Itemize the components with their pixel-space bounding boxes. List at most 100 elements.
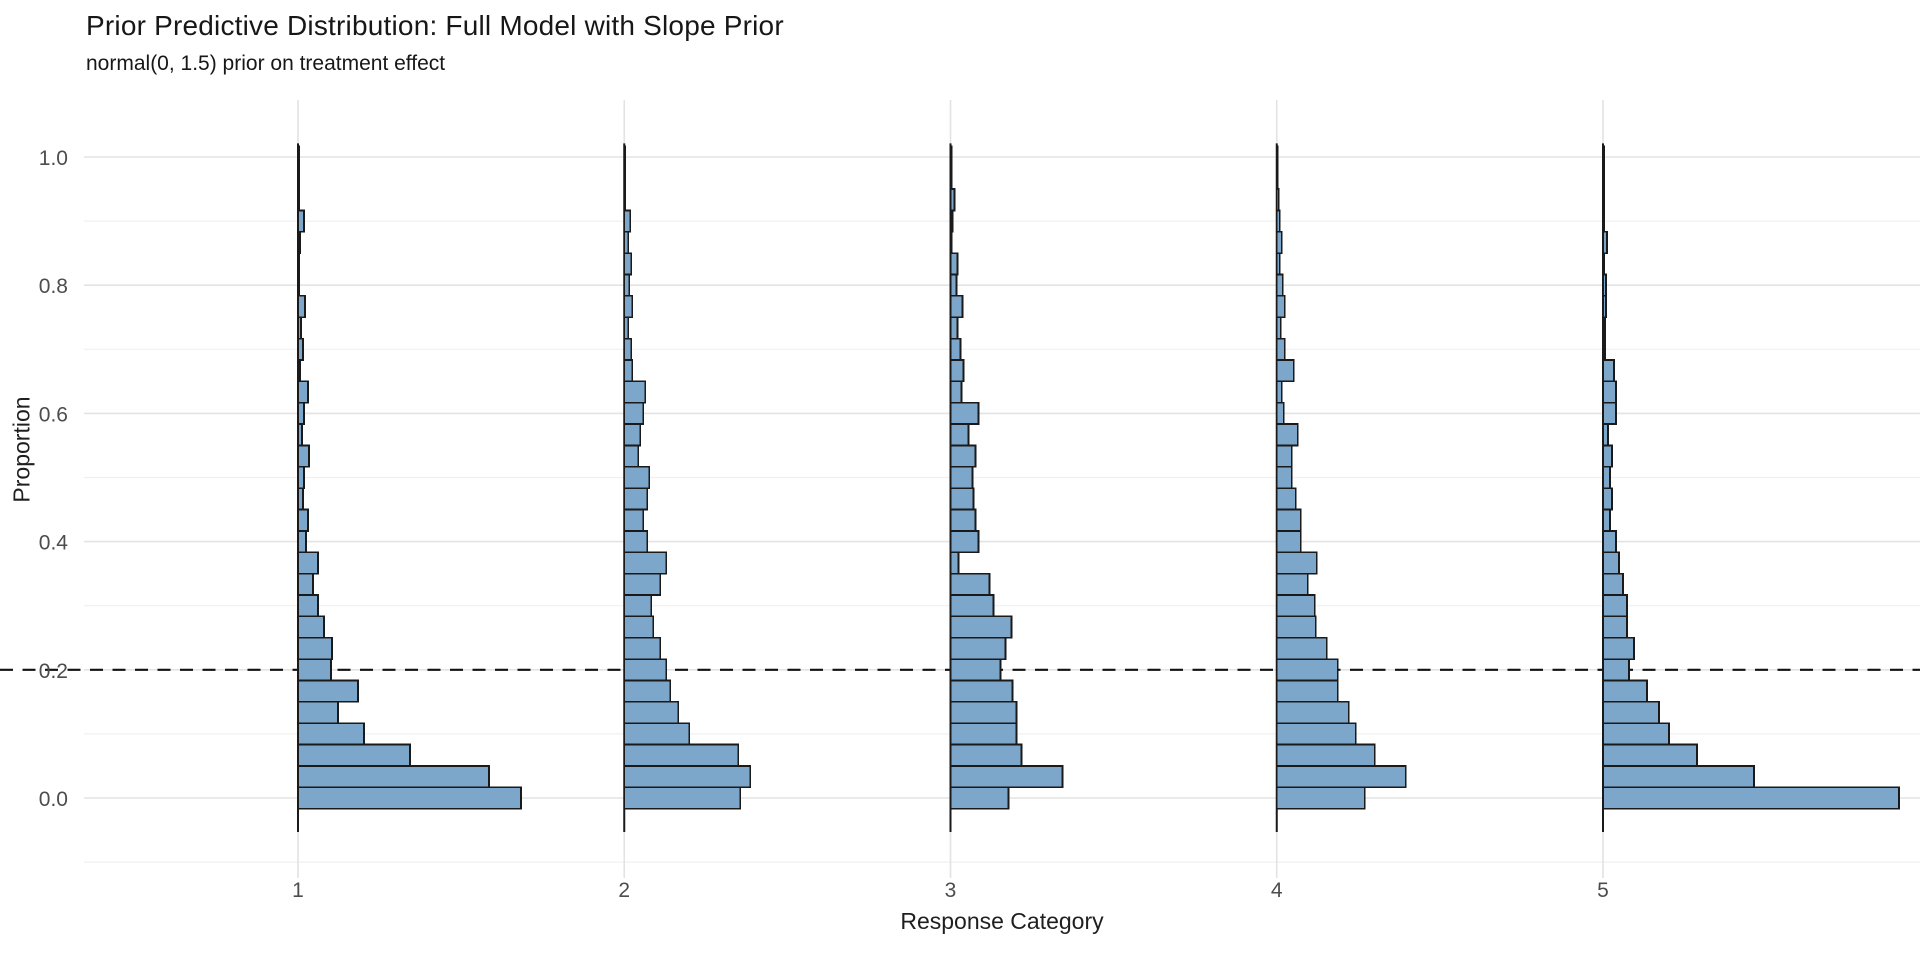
histogram-bar-cat-5-bin-3	[1602, 722, 1670, 746]
histogram-bar-cat-1-bin-18	[297, 401, 305, 425]
y-axis-title: Proportion	[8, 396, 35, 503]
histogram-bar-cat-1-bin-2	[297, 743, 411, 767]
histogram-bar-cat-5-bin-15	[1602, 465, 1611, 490]
histogram-bar-cat-2-bin-14	[623, 487, 649, 511]
histogram-bar-cat-5-bin-13	[1602, 508, 1611, 532]
histogram-bar-cat-3-bin-22	[949, 316, 959, 340]
histogram-bar-cat-4-bin-24	[1275, 273, 1284, 297]
histogram-bar-cat-2-bin-24	[623, 273, 631, 297]
histogram-bar-cat-4-bin-1	[1275, 765, 1407, 789]
histogram-bar-cat-4-bin-10	[1275, 572, 1309, 596]
histogram-bar-cat-1-bin-3	[297, 722, 365, 746]
histogram-bar-cat-1-bin-12	[297, 530, 307, 554]
histogram-bar-cat-4-bin-28	[1275, 188, 1280, 212]
histogram-bar-cat-2-bin-21	[623, 337, 633, 361]
histogram-bar-cat-2-bin-29	[623, 166, 627, 190]
histogram-bar-cat-2-bin-8	[623, 615, 655, 639]
histogram-bar-cat-5-bin-10	[1602, 572, 1624, 596]
histogram-bar-cat-3-bin-12	[949, 530, 980, 554]
histogram-bar-cat-2-bin-26	[623, 230, 630, 255]
histogram-bar-cat-4-bin-27	[1275, 209, 1281, 233]
histogram-bar-cat-1-bin-14	[297, 487, 304, 511]
histogram-bar-cat-3-bin-18	[949, 401, 980, 425]
histogram-bar-cat-3-bin-2	[949, 743, 1023, 767]
histogram-bar-cat-5-bin-29	[1602, 166, 1605, 190]
histogram-bar-cat-4-bin-3	[1275, 722, 1357, 746]
x-tick-label-4: 4	[1271, 879, 1283, 902]
histogram-bar-cat-5-bin-23	[1602, 295, 1607, 319]
histogram-bar-cat-1-bin-26	[297, 230, 301, 255]
histogram-bar-cat-2-bin-3	[623, 722, 691, 746]
histogram-bar-cat-1-bin-22	[297, 316, 302, 340]
chart-title: Prior Predictive Distribution: Full Mode…	[86, 10, 784, 41]
histogram-bar-cat-3-bin-6	[949, 658, 1002, 682]
histogram-bar-cat-3-bin-16	[949, 444, 977, 468]
histogram-bar-cat-2-bin-16	[623, 444, 640, 468]
histogram-bar-cat-5-bin-7	[1602, 636, 1635, 660]
histogram-bar-cat-2-bin-17	[623, 423, 642, 447]
histogram-bar-cat-5-bin-20	[1602, 359, 1615, 383]
histogram-bar-cat-2-bin-23	[623, 295, 634, 319]
histogram-bar-cat-4-bin-26	[1275, 230, 1283, 255]
histogram-bar-cat-5-bin-30	[1602, 145, 1605, 169]
histogram-bar-cat-1-bin-11	[297, 551, 319, 575]
x-tick-label-1: 1	[292, 879, 304, 902]
histogram-bar-cat-4-bin-2	[1275, 743, 1376, 767]
histogram-bar-cat-1-bin-29	[297, 166, 300, 190]
histogram-bar-cat-3-bin-26	[949, 230, 953, 255]
histogram-bar-cat-2-bin-10	[623, 572, 662, 596]
histogram-bar-cat-4-bin-15	[1275, 465, 1293, 490]
x-axis-title: Response Category	[900, 908, 1104, 934]
histogram-bar-cat-3-bin-13	[949, 508, 977, 532]
y-tick-label-0.2: 0.2	[39, 660, 68, 683]
histogram-bar-cat-3-bin-27	[949, 209, 954, 233]
histogram-bar-cat-1-bin-16	[297, 444, 310, 468]
histogram-bar-cat-1-bin-23	[297, 295, 306, 319]
histogram-bar-cat-3-bin-10	[949, 572, 991, 596]
histogram-bar-cat-4-bin-12	[1275, 530, 1302, 554]
histogram-bar-cat-5-bin-6	[1602, 658, 1630, 682]
histogram-bar-cat-5-bin-8	[1602, 615, 1628, 639]
histogram-bar-cat-1-bin-10	[297, 572, 314, 596]
histogram-bar-cat-4-bin-30	[1275, 145, 1279, 169]
histogram-bar-cat-2-bin-15	[623, 465, 651, 490]
histogram-bar-cat-3-bin-24	[949, 273, 958, 297]
histogram-bar-cat-1-bin-6	[297, 658, 332, 682]
histogram-bar-cat-4-bin-21	[1275, 337, 1286, 361]
x-tick-label-2: 2	[618, 879, 630, 902]
histogram-bar-cat-2-bin-4	[623, 700, 680, 725]
histogram-bar-cat-4-bin-9	[1275, 594, 1316, 618]
histogram-bar-cat-2-bin-20	[623, 359, 634, 383]
histogram-bar-cat-3-bin-8	[949, 615, 1013, 639]
histogram-bar-cat-2-bin-12	[623, 530, 649, 554]
histogram-bar-cat-4-bin-19	[1275, 380, 1283, 404]
histogram-bar-cat-3-bin-14	[949, 487, 975, 511]
y-tick-label-0.8: 0.8	[39, 275, 68, 298]
histogram-bar-cat-4-bin-4	[1275, 700, 1350, 725]
chart-subtitle: normal(0, 1.5) prior on treatment effect	[86, 52, 446, 75]
histogram-bar-cat-5-bin-2	[1602, 743, 1698, 767]
histogram-bar-cat-3-bin-9	[949, 594, 995, 618]
histogram-bar-cat-3-bin-15	[949, 465, 974, 490]
histogram-bar-cat-3-bin-23	[949, 295, 964, 319]
histogram-bar-cat-5-bin-25	[1602, 252, 1605, 276]
histogram-bar-cat-2-bin-25	[623, 252, 633, 276]
histogram-bar-cat-5-bin-5	[1602, 679, 1648, 703]
histogram-bar-cat-1-bin-27	[297, 209, 305, 233]
histogram-bar-cat-2-bin-27	[623, 209, 632, 233]
histogram-bar-cat-5-bin-17	[1602, 423, 1609, 447]
histogram-bar-cat-5-bin-19	[1602, 380, 1617, 404]
histogram-bar-cat-1-bin-1	[297, 765, 490, 789]
histogram-bar-cat-4-bin-5	[1275, 679, 1339, 703]
histogram-bar-cat-2-bin-13	[623, 508, 645, 532]
histogram-bar-cat-4-bin-13	[1275, 508, 1302, 532]
histogram-bar-cat-1-bin-30	[297, 145, 300, 169]
histogram-bar-cat-2-bin-2	[623, 743, 740, 767]
histogram-bar-cat-5-bin-24	[1602, 273, 1607, 297]
histogram-bar-cat-3-bin-0	[949, 786, 1010, 810]
y-tick-label-0.4: 0.4	[39, 532, 69, 555]
histogram-bar-cat-2-bin-1	[623, 765, 752, 789]
histogram-bar-cat-2-bin-11	[623, 551, 668, 575]
histogram-bar-cat-4-bin-29	[1275, 166, 1279, 190]
